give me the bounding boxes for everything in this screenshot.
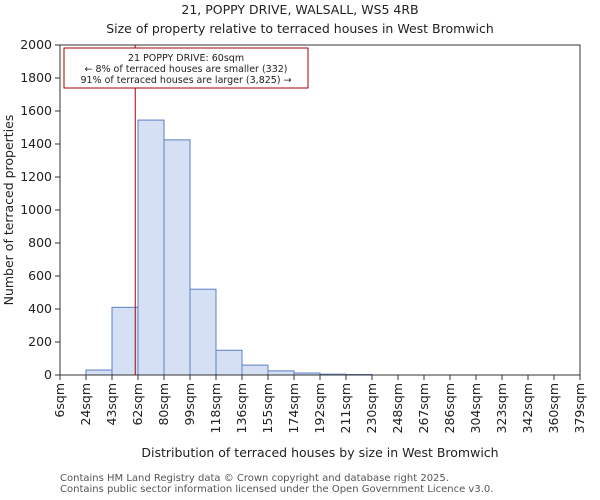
x-tick-label: 99sqm	[182, 383, 197, 426]
x-tick-label: 24sqm	[78, 383, 93, 426]
x-tick-label: 342sqm	[520, 383, 535, 433]
y-tick-label: 0	[44, 367, 52, 382]
y-tick-label: 1600	[20, 103, 52, 118]
x-tick-label: 118sqm	[208, 383, 223, 433]
annotation-line-2: ← 8% of terraced houses are smaller (332…	[84, 64, 287, 75]
x-tick-label: 360sqm	[546, 383, 561, 433]
y-tick-label: 600	[28, 268, 52, 283]
bar-62sqm	[137, 119, 165, 376]
y-tick-label: 400	[28, 301, 52, 316]
x-tick-label: 379sqm	[572, 383, 587, 433]
x-tick-label: 62sqm	[130, 383, 145, 426]
bar-80sqm	[163, 139, 191, 376]
x-tick-label: 192sqm	[312, 383, 327, 433]
y-tick-label: 2000	[20, 37, 52, 52]
x-tick-label: 267sqm	[416, 383, 431, 433]
x-axis-label: Distribution of terraced houses by size …	[141, 445, 498, 460]
annotation-border	[63, 47, 309, 89]
footer-licence: Contains public sector information licen…	[60, 484, 494, 495]
x-tick-label: 6sqm	[52, 383, 67, 418]
bar-43sqm	[111, 306, 139, 376]
y-tick-label: 200	[28, 334, 52, 349]
bar-118sqm	[215, 349, 243, 376]
annotation-box: 21 POPPY DRIVE: 60sqm ← 8% of terraced h…	[63, 47, 309, 89]
y-tick-label: 1000	[20, 202, 52, 217]
x-tick-label: 286sqm	[442, 383, 457, 433]
x-tick-label: 80sqm	[156, 383, 171, 426]
annotation-line-3: 91% of terraced houses are larger (3,825…	[80, 75, 291, 86]
chart-title: 21, POPPY DRIVE, WALSALL, WS5 4RB	[181, 2, 418, 17]
y-tick-label: 800	[28, 235, 52, 250]
footer-copyright: Contains HM Land Registry data © Crown c…	[60, 473, 449, 484]
bar-24sqm	[85, 369, 113, 376]
y-axis-label: Number of terraced properties	[1, 115, 16, 306]
x-tick-label: 155sqm	[260, 383, 275, 433]
x-tick-label: 136sqm	[234, 383, 249, 433]
x-tick-label: 248sqm	[390, 383, 405, 433]
x-tick-label: 304sqm	[468, 383, 483, 433]
bar-155sqm	[267, 370, 295, 376]
x-tick-label: 211sqm	[338, 383, 353, 433]
chart-subtitle: Size of property relative to terraced ho…	[106, 21, 494, 36]
x-tick-label: 43sqm	[104, 383, 119, 426]
y-tick-label: 1200	[20, 169, 52, 184]
annotation-line-1: 21 POPPY DRIVE: 60sqm	[128, 53, 244, 64]
y-tick-label: 1800	[20, 70, 52, 85]
x-tick-label: 230sqm	[364, 383, 379, 433]
bar-99sqm	[189, 288, 217, 376]
bar-136sqm	[241, 364, 269, 376]
x-tick-label: 323sqm	[494, 383, 509, 433]
y-tick-label: 1400	[20, 136, 52, 151]
x-tick-label: 174sqm	[286, 383, 301, 433]
